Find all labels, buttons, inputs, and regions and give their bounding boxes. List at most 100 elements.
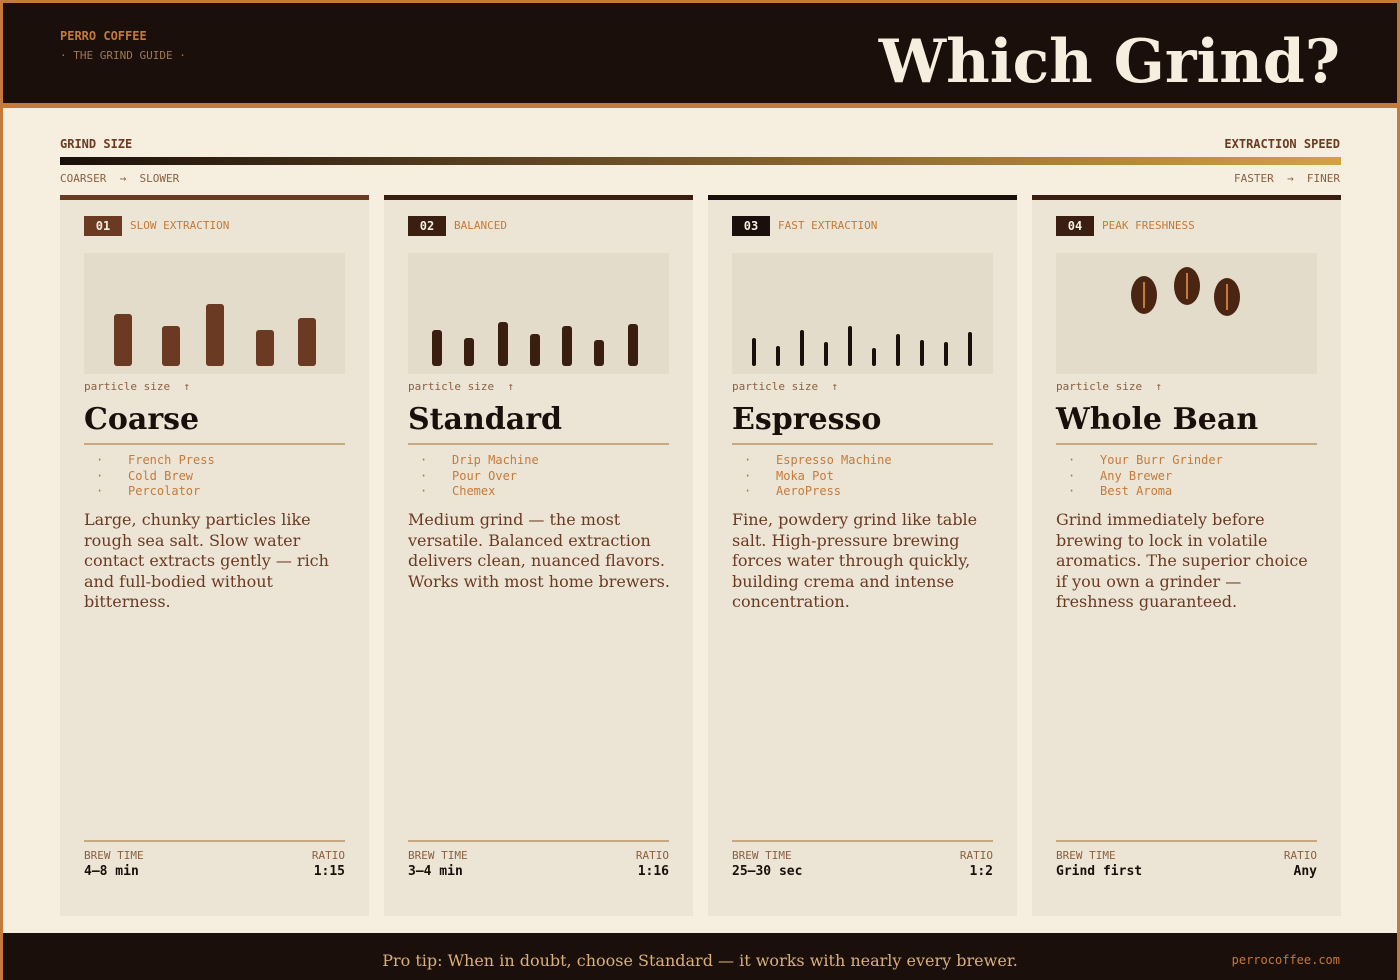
illustration bbox=[1056, 253, 1317, 374]
card: 02 BALANCED particle size ↑ Standard Drip Ma… bbox=[384, 195, 693, 916]
rule bbox=[408, 840, 669, 842]
particle bbox=[256, 330, 274, 366]
rule bbox=[84, 443, 345, 445]
particles bbox=[432, 322, 638, 366]
particle bbox=[298, 318, 316, 366]
use-item: Drip Machine bbox=[408, 453, 539, 469]
particle bbox=[776, 346, 780, 366]
illustration bbox=[84, 253, 345, 374]
brew-time-label: BREW TIME bbox=[1056, 849, 1116, 862]
card: 03 FAST EXTRACTION particle size ↑ Espresso… bbox=[708, 195, 1017, 916]
use-item: Any Brewer bbox=[1056, 469, 1223, 485]
ratio: 1:2 bbox=[969, 864, 993, 879]
brew-time: Grind first bbox=[1056, 864, 1143, 879]
uses: Your Burr GrinderAny BrewerBest Aroma bbox=[1056, 453, 1223, 500]
brew-time-label: BREW TIME bbox=[408, 849, 468, 862]
use-item: Moka Pot bbox=[732, 469, 892, 485]
ratio: 1:15 bbox=[313, 864, 345, 879]
use-item: Your Burr Grinder bbox=[1056, 453, 1223, 469]
card-tag: SLOW EXTRACTION bbox=[130, 219, 230, 232]
particle bbox=[872, 348, 876, 366]
card-name: Coarse bbox=[84, 402, 200, 437]
particles bbox=[752, 326, 972, 366]
scale-left-caption: COARSER → SLOWER bbox=[60, 172, 180, 185]
rule bbox=[732, 443, 993, 445]
header: PERRO COFFEE · THE GRIND GUIDE · Which G… bbox=[3, 3, 1397, 108]
particle bbox=[114, 314, 132, 366]
particle bbox=[206, 304, 224, 366]
particle bbox=[628, 324, 638, 366]
card-number: 02 bbox=[408, 216, 446, 236]
brew-time-label: BREW TIME bbox=[84, 849, 144, 862]
footer-url: perrocoffee.com bbox=[1231, 953, 1340, 967]
scale-right-label: EXTRACTION SPEED bbox=[1224, 137, 1340, 151]
subtitle: · THE GRIND GUIDE · bbox=[60, 49, 186, 62]
particles bbox=[1131, 267, 1240, 316]
rule bbox=[84, 840, 345, 842]
illustration bbox=[732, 253, 993, 374]
scale-bar bbox=[60, 157, 1341, 165]
ratio-label: RATIO bbox=[635, 849, 669, 862]
particle bbox=[824, 342, 828, 366]
rule bbox=[732, 840, 993, 842]
axis-label: particle size ↑ bbox=[408, 380, 514, 393]
brew-time-label: BREW TIME bbox=[732, 849, 792, 862]
use-item: AeroPress bbox=[732, 484, 892, 500]
axis-label: particle size ↑ bbox=[1056, 380, 1162, 393]
rule bbox=[408, 443, 669, 445]
use-item: Percolator bbox=[84, 484, 215, 500]
particle bbox=[498, 322, 508, 366]
uses: Espresso MachineMoka PotAeroPress bbox=[732, 453, 892, 500]
ratio: 1:16 bbox=[637, 864, 669, 879]
card-number: 03 bbox=[732, 216, 770, 236]
axis-label: particle size ↑ bbox=[84, 380, 190, 393]
particle bbox=[562, 326, 572, 366]
scale-left-label: GRIND SIZE bbox=[60, 137, 133, 151]
use-item: Pour Over bbox=[408, 469, 539, 485]
card-tag: FAST EXTRACTION bbox=[778, 219, 878, 232]
brew-time: 3–4 min bbox=[408, 864, 463, 879]
brew-time: 25–30 sec bbox=[732, 864, 803, 879]
particle bbox=[432, 330, 442, 366]
card-tag: BALANCED bbox=[454, 219, 507, 232]
card: 01 SLOW EXTRACTION particle size ↑ Coarse Fr… bbox=[60, 195, 369, 916]
particle bbox=[848, 326, 852, 366]
title: Which Grind? bbox=[878, 27, 1340, 97]
ratio-label: RATIO bbox=[959, 849, 993, 862]
ratio-label: RATIO bbox=[311, 849, 345, 862]
use-item: French Press bbox=[84, 453, 215, 469]
description: Medium grind — the most versatile. Balan… bbox=[408, 510, 670, 591]
axis-label: particle size ↑ bbox=[732, 380, 838, 393]
footer-tip: Pro tip: When in doubt, choose Standard … bbox=[382, 951, 1018, 970]
particle bbox=[162, 326, 180, 366]
brand: PERRO COFFEE bbox=[60, 29, 147, 43]
card-number: 01 bbox=[84, 216, 122, 236]
use-item: Best Aroma bbox=[1056, 484, 1223, 500]
ratio-label: RATIO bbox=[1283, 849, 1317, 862]
particle bbox=[800, 330, 804, 366]
particle bbox=[752, 338, 756, 366]
particle bbox=[968, 332, 972, 366]
card-name: Standard bbox=[408, 402, 562, 437]
illustration bbox=[408, 253, 669, 374]
particle bbox=[530, 334, 540, 366]
ratio: Any bbox=[1293, 864, 1317, 879]
card-tag: PEAK FRESHNESS bbox=[1102, 219, 1195, 232]
scale-right-caption: FASTER → FINER bbox=[1234, 172, 1340, 185]
card: 04 PEAK FRESHNESS particle size ↑ Whole Bea… bbox=[1032, 195, 1341, 916]
card-name: Whole Bean bbox=[1056, 402, 1259, 437]
particle bbox=[920, 340, 924, 366]
uses: Drip MachinePour OverChemex bbox=[408, 453, 539, 500]
card-name: Espresso bbox=[732, 402, 882, 437]
uses: French PressCold BrewPercolator bbox=[84, 453, 215, 500]
card-number: 04 bbox=[1056, 216, 1094, 236]
particles bbox=[114, 304, 316, 366]
brew-time: 4–8 min bbox=[84, 864, 139, 879]
particle bbox=[594, 340, 604, 366]
particle bbox=[896, 334, 900, 366]
use-item: Cold Brew bbox=[84, 469, 215, 485]
use-item: Chemex bbox=[408, 484, 539, 500]
footer: Pro tip: When in doubt, choose Standard … bbox=[3, 933, 1397, 980]
particle bbox=[464, 338, 474, 366]
